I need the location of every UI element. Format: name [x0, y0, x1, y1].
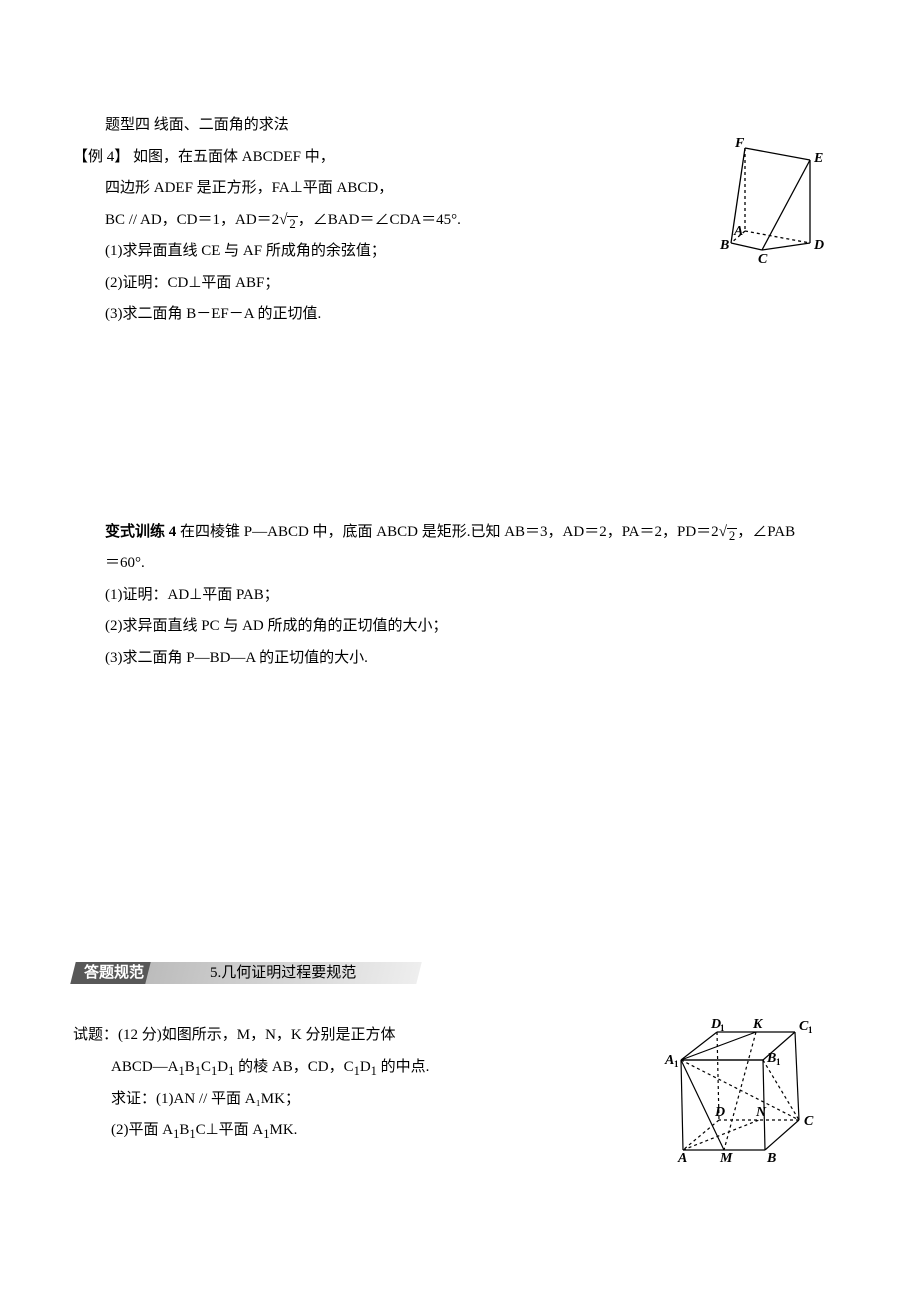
svg-text:D: D — [714, 1105, 725, 1120]
problem-1-line-2a: BC // AD，CD＝1，AD＝2 — [105, 212, 279, 228]
svg-text:B: B — [766, 1151, 776, 1166]
pentahedron-svg: FEADBC — [727, 142, 837, 262]
section-title: 题型四 线面、二面角的求法 — [73, 110, 847, 142]
problem-3-line-3: (2)平面 A1B1C⊥平面 A1MK. — [73, 1115, 667, 1147]
svg-text:C: C — [804, 1114, 814, 1129]
problem-1-line-2b: ，∠BAD＝∠CDA＝45°. — [298, 212, 461, 228]
svg-text:M: M — [719, 1151, 733, 1166]
answer-norms-banner: 答题规范 5.几何证明过程要规范 — [73, 962, 419, 984]
problem-1: 【例 4】 如图，在五面体 ABCDEF 中， 四边形 ADEF 是正方形，FA… — [73, 142, 847, 331]
problem-1-intro: 【例 4】 如图，在五面体 ABCDEF 中， — [73, 142, 727, 174]
sqrt-icon: 2 — [719, 517, 738, 549]
problem-2-intro-b: ，∠PAB — [737, 524, 795, 540]
banner-right: 5.几何证明过程要规范 — [145, 962, 421, 984]
problem-1-q2: (2)证明：CD⊥平面 ABF； — [73, 268, 727, 300]
problem-3-line-2: 求证：(1)AN // 平面 A₁MK； — [73, 1084, 667, 1116]
problem-3-line-1: ABCD—A1B1C1D1 的棱 AB，CD，C1D1 的中点. — [73, 1052, 667, 1084]
cube-svg: D1C1A1B1DCABKNM — [667, 1020, 822, 1170]
problem-2-line-2: ＝60°. — [73, 548, 847, 580]
radicand: 2 — [287, 216, 297, 231]
problem-3-intro: 试题：(12 分)如图所示，M，N，K 分别是正方体 — [73, 1020, 667, 1052]
svg-text:B: B — [719, 238, 729, 253]
radicand: 2 — [727, 528, 737, 543]
svg-text:1: 1 — [674, 1059, 679, 1069]
problem-1-line-1: 四边形 ADEF 是正方形，FA⊥平面 ABCD， — [73, 173, 727, 205]
problem-3: 试题：(12 分)如图所示，M，N，K 分别是正方体 ABCD—A1B1C1D1… — [73, 1020, 847, 1175]
problem-3-figure: D1C1A1B1DCABKNM — [667, 1020, 847, 1175]
problem-2-intro-a: 在四棱锥 P—ABCD 中，底面 ABCD 是矩形.已知 AB＝3，AD＝2，P… — [180, 524, 719, 540]
svg-text:A: A — [733, 224, 743, 239]
svg-text:F: F — [734, 136, 745, 151]
problem-3-label: 试题： — [73, 1027, 118, 1043]
problem-1-figure: FEADBC — [727, 142, 847, 331]
problem-2-label: 变式训练 4 — [105, 524, 176, 540]
problem-3-intro-text: (12 分)如图所示，M，N，K 分别是正方体 — [118, 1027, 396, 1043]
problem-2-q1: (1)证明：AD⊥平面 PAB； — [73, 580, 847, 612]
problem-1-line-2: BC // AD，CD＝1，AD＝2 2，∠BAD＝∠CDA＝45°. — [73, 205, 727, 237]
problem-2-q2: (2)求异面直线 PC 与 AD 所成的角的正切值的大小； — [73, 611, 847, 643]
svg-text:A: A — [664, 1053, 674, 1068]
problem-1-q1: (1)求异面直线 CE 与 AF 所成角的余弦值； — [73, 236, 727, 268]
svg-text:A: A — [677, 1151, 687, 1166]
problem-2-intro: 变式训练 4 在四棱锥 P—ABCD 中，底面 ABCD 是矩形.已知 AB＝3… — [73, 517, 847, 549]
svg-text:E: E — [813, 151, 823, 166]
svg-text:K: K — [752, 1017, 764, 1032]
problem-1-intro-text: 如图，在五面体 ABCDEF 中， — [133, 149, 335, 165]
svg-text:1: 1 — [776, 1057, 781, 1067]
banner-left: 答题规范 — [70, 962, 157, 984]
example-label: 【例 4】 — [73, 149, 129, 165]
svg-text:D: D — [813, 238, 824, 253]
sqrt-icon: 2 — [279, 205, 298, 237]
svg-text:N: N — [755, 1105, 767, 1120]
problem-2-q3: (3)求二面角 P—BD—A 的正切值的大小. — [73, 643, 847, 675]
svg-text:B: B — [766, 1051, 776, 1066]
svg-text:C: C — [758, 252, 768, 267]
svg-text:1: 1 — [808, 1025, 813, 1035]
svg-text:1: 1 — [720, 1023, 725, 1033]
problem-1-q3: (3)求二面角 B－EF－A 的正切值. — [73, 299, 727, 331]
